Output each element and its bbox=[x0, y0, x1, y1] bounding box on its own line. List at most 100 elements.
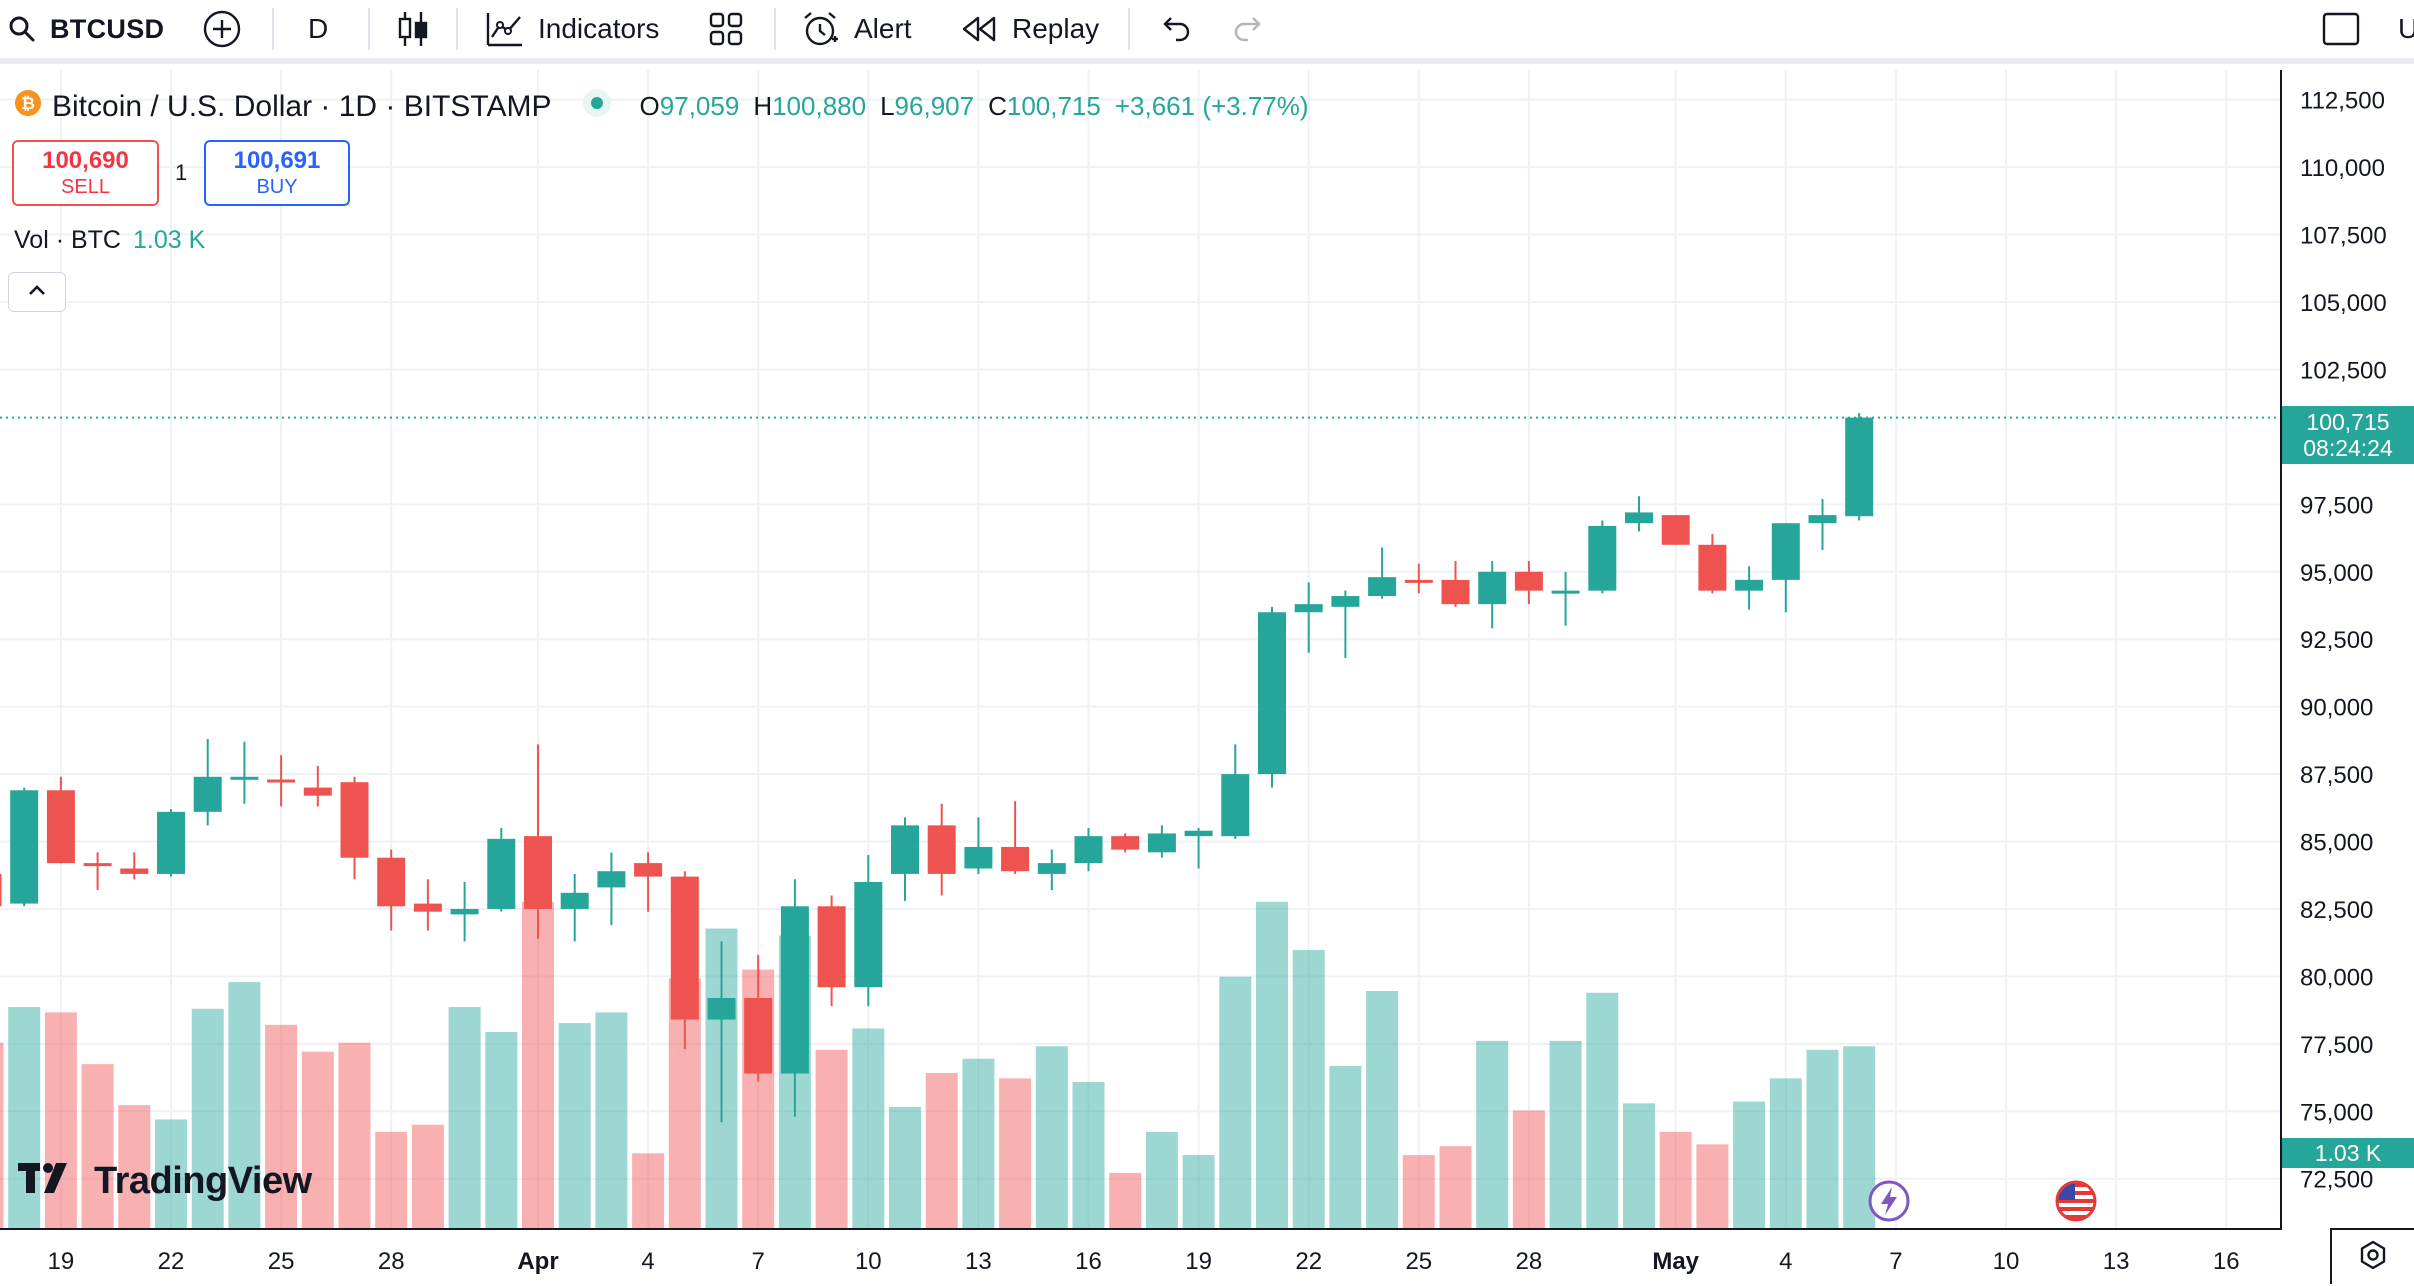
interval-button[interactable]: D bbox=[308, 0, 328, 58]
change-value: +3,661 (+3.77%) bbox=[1114, 91, 1309, 121]
layout-button[interactable] bbox=[2322, 0, 2360, 58]
candle-body bbox=[1661, 515, 1690, 545]
time-tick-label: 4 bbox=[641, 1248, 654, 1275]
candle-body bbox=[1074, 836, 1103, 864]
time-tick-label: 10 bbox=[1993, 1248, 2020, 1275]
candlestick-chart[interactable] bbox=[0, 70, 2280, 1230]
candle-body bbox=[377, 857, 406, 907]
candle-body bbox=[10, 790, 39, 904]
price-tick-label: 90,000 bbox=[2300, 695, 2373, 722]
volume-bar bbox=[1145, 1131, 1178, 1230]
volume-bar bbox=[852, 1028, 885, 1230]
replay-button[interactable]: Replay bbox=[960, 0, 1099, 58]
price-tick-label: 87,500 bbox=[2300, 762, 2373, 789]
compare-button[interactable] bbox=[202, 0, 242, 58]
price-tick-label: 75,000 bbox=[2300, 1099, 2373, 1126]
svg-text:₿: ₿ bbox=[21, 94, 35, 113]
volume-bar bbox=[962, 1058, 995, 1230]
redo-button[interactable] bbox=[1232, 0, 1266, 58]
tradingview-logo[interactable]: TradingView bbox=[18, 1160, 312, 1203]
time-tick-label: 13 bbox=[2103, 1248, 2130, 1275]
templates-button[interactable] bbox=[708, 0, 744, 58]
volume-bar bbox=[1329, 1065, 1362, 1230]
redo-icon bbox=[1232, 14, 1266, 44]
candle-body bbox=[1221, 774, 1250, 837]
bitcoin-icon: ₿ bbox=[14, 89, 42, 124]
volume-bar bbox=[448, 1007, 481, 1230]
user-menu-cut[interactable]: U bbox=[2398, 0, 2414, 58]
settings-button[interactable] bbox=[2330, 1228, 2414, 1284]
toolbar-divider bbox=[774, 8, 776, 50]
volume-bar bbox=[0, 1042, 4, 1230]
volume-bar bbox=[558, 1023, 591, 1230]
time-tick-label: 25 bbox=[1405, 1248, 1432, 1275]
buy-button[interactable]: 100,691 BUY bbox=[204, 140, 350, 206]
collapse-legend-button[interactable] bbox=[8, 272, 66, 312]
time-tick-label: 22 bbox=[1295, 1248, 1322, 1275]
volume-bar bbox=[1256, 901, 1288, 1230]
volume-legend-label: Vol · BTC bbox=[14, 226, 121, 254]
indicators-button[interactable]: Indicators bbox=[486, 0, 659, 58]
volume-bar bbox=[1035, 1046, 1068, 1230]
time-tick-label: 16 bbox=[2213, 1248, 2240, 1275]
price-tick-label: 102,500 bbox=[2300, 357, 2387, 384]
bar-countdown: 08:24:24 bbox=[2303, 435, 2393, 461]
interval-label: D bbox=[308, 13, 329, 44]
chart-pane[interactable] bbox=[0, 70, 2280, 1230]
price-scale[interactable]: 112,500 110,000 107,500 105,000 102,500 97,50… bbox=[2280, 70, 2414, 1230]
sell-button[interactable]: 100,690 SELL bbox=[12, 140, 159, 206]
open-value: 97,059 bbox=[659, 91, 740, 121]
volume-bar bbox=[522, 901, 554, 1230]
spread-value: 1 bbox=[175, 160, 188, 185]
volume-bar bbox=[375, 1131, 408, 1230]
candle-body bbox=[1294, 604, 1323, 613]
symbol-title: Bitcoin / U.S. Dollar · 1D · BITSTAMP bbox=[52, 89, 552, 123]
us-flag-event-icon[interactable] bbox=[2055, 1180, 2097, 1222]
ai-event-icon[interactable] bbox=[1868, 1180, 1910, 1222]
volume-bar bbox=[632, 1153, 665, 1230]
alert-button[interactable]: Alert bbox=[800, 0, 912, 58]
price-tick-label: 72,500 bbox=[2300, 1167, 2373, 1194]
time-scale[interactable]: 19 22 25 28 Apr 4 7 10 13 16 19 22 25 28 May 4 7 10 13 16 bbox=[0, 1228, 2280, 1284]
price-tick-label: 77,500 bbox=[2300, 1032, 2373, 1059]
sell-price: 100,690 bbox=[42, 147, 129, 174]
symbol-search[interactable]: BTCUSD bbox=[8, 0, 164, 58]
candle-body bbox=[1808, 515, 1837, 524]
undo-button[interactable] bbox=[1158, 0, 1192, 58]
volume-bar bbox=[228, 982, 261, 1230]
candle-body bbox=[634, 863, 663, 877]
time-tick-label: 19 bbox=[1185, 1248, 1212, 1275]
volume-badge: 1.03 K bbox=[2282, 1138, 2414, 1168]
price-tick-label: 107,500 bbox=[2300, 223, 2387, 250]
candle-body bbox=[1478, 571, 1507, 605]
candle-body bbox=[1588, 525, 1617, 591]
symbol-name: BTCUSD bbox=[50, 13, 165, 44]
chart-type-button[interactable] bbox=[396, 0, 430, 58]
candle-body bbox=[1845, 417, 1874, 517]
volume-badge-value: 1.03 K bbox=[2314, 1139, 2382, 1166]
volume-bar bbox=[1109, 1172, 1142, 1230]
volume-bar bbox=[1623, 1103, 1655, 1230]
candle-body bbox=[1184, 830, 1213, 837]
volume-bar bbox=[889, 1106, 921, 1230]
grid-icon bbox=[708, 11, 744, 47]
low-label: L bbox=[880, 91, 895, 121]
last-price-value: 100,715 bbox=[2306, 409, 2390, 435]
candle-body bbox=[817, 906, 846, 988]
volume-bar bbox=[1439, 1146, 1472, 1230]
user-menu-label: U bbox=[2398, 13, 2414, 44]
market-status-icon bbox=[582, 88, 612, 125]
volume-bar bbox=[1586, 992, 1619, 1230]
time-tick-label: 25 bbox=[268, 1248, 295, 1275]
volume-bar bbox=[44, 1012, 77, 1230]
candle-body bbox=[707, 998, 736, 1020]
candle-body bbox=[597, 871, 626, 888]
close-label: C bbox=[988, 91, 1007, 121]
high-label: H bbox=[753, 91, 773, 121]
toolbar-divider bbox=[456, 8, 458, 50]
symbol-legend: ₿ Bitcoin / U.S. Dollar · 1D · BITSTAMP … bbox=[14, 88, 1323, 125]
volume-bar bbox=[1402, 1155, 1435, 1230]
volume-bar bbox=[815, 1049, 848, 1230]
volume-bar bbox=[191, 1008, 224, 1230]
volume-bar bbox=[999, 1078, 1032, 1230]
